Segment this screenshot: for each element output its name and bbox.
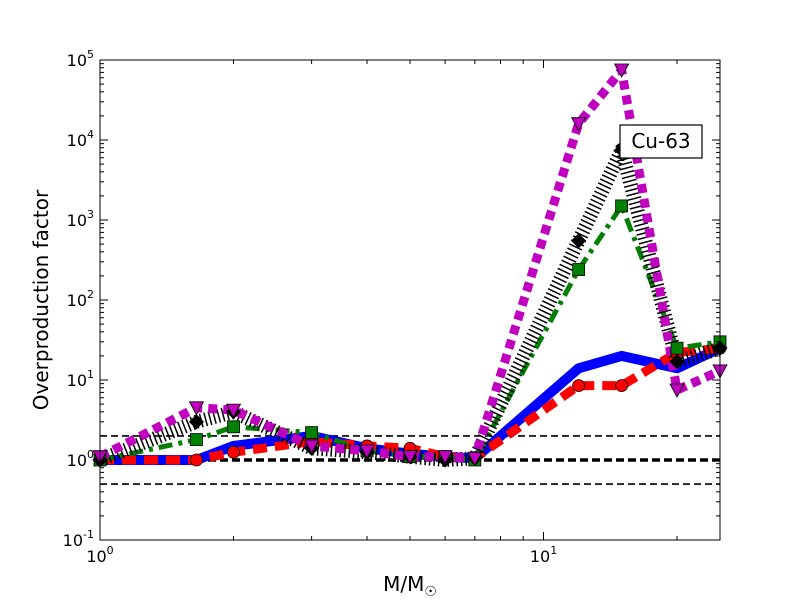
tick-base: 10 [67, 211, 87, 230]
annotation-box: Cu-63 [619, 124, 703, 159]
tick-label: 102 [67, 288, 94, 310]
tick-exponent: 5 [87, 48, 94, 61]
tick-base: 10 [530, 547, 550, 566]
data-point [669, 353, 685, 370]
data-point [190, 433, 203, 446]
data-point [303, 439, 320, 454]
annotation-frame [619, 124, 703, 159]
data-point [190, 453, 203, 467]
data-point [305, 426, 319, 440]
series-line [100, 65, 720, 463]
tick-label: 100 [67, 448, 94, 470]
tick-base: 10 [86, 547, 106, 566]
data-point [188, 414, 205, 430]
data-point [615, 379, 629, 393]
data-point [467, 451, 483, 467]
data-point [227, 420, 240, 434]
tick-exponent: 1 [550, 544, 557, 557]
data-point [188, 401, 205, 416]
data-point [669, 383, 685, 398]
tick-label: 104 [67, 128, 94, 150]
tick-label: 101 [67, 368, 94, 390]
tick-base: 10 [67, 51, 87, 70]
series-line [100, 343, 720, 465]
tick-base: 10 [67, 451, 87, 470]
tick-exponent: -1 [83, 528, 94, 541]
tick-base: 10 [67, 291, 87, 310]
data-point [225, 403, 242, 418]
tick-exponent: 0 [107, 544, 114, 557]
data-point [437, 450, 453, 465]
tick-label: 10-1 [63, 528, 94, 550]
x-axis-label: M/M☉ [383, 572, 437, 600]
tick-label: 105 [67, 48, 94, 70]
tick-base: 10 [67, 371, 87, 390]
x-axis-label-main: M/M [383, 572, 424, 596]
tick-label: 101 [530, 544, 557, 566]
data-point [359, 444, 375, 459]
data-point [615, 199, 629, 213]
data-point [570, 117, 587, 132]
data-point [572, 263, 586, 276]
tick-exponent: 3 [87, 208, 94, 221]
data-point [402, 450, 418, 465]
data-point [670, 341, 684, 355]
data-point [572, 379, 586, 393]
tick-base: 10 [67, 131, 87, 150]
tick-label: 103 [67, 208, 94, 230]
tick-exponent: 0 [87, 448, 94, 461]
data-point [571, 233, 587, 249]
tick-base: 10 [63, 531, 83, 550]
marker-layer [92, 63, 728, 468]
data-point [227, 445, 240, 459]
tick-label: 100 [86, 544, 113, 566]
data-point [613, 63, 630, 78]
x-axis-label-sub: ☉ [424, 584, 437, 600]
tick-exponent: 2 [87, 288, 94, 301]
annotation-label: Cu-63 [631, 129, 690, 153]
y-axis-label: Overproduction factor [29, 189, 53, 410]
tick-exponent: 1 [87, 368, 94, 381]
tick-exponent: 4 [87, 128, 94, 141]
